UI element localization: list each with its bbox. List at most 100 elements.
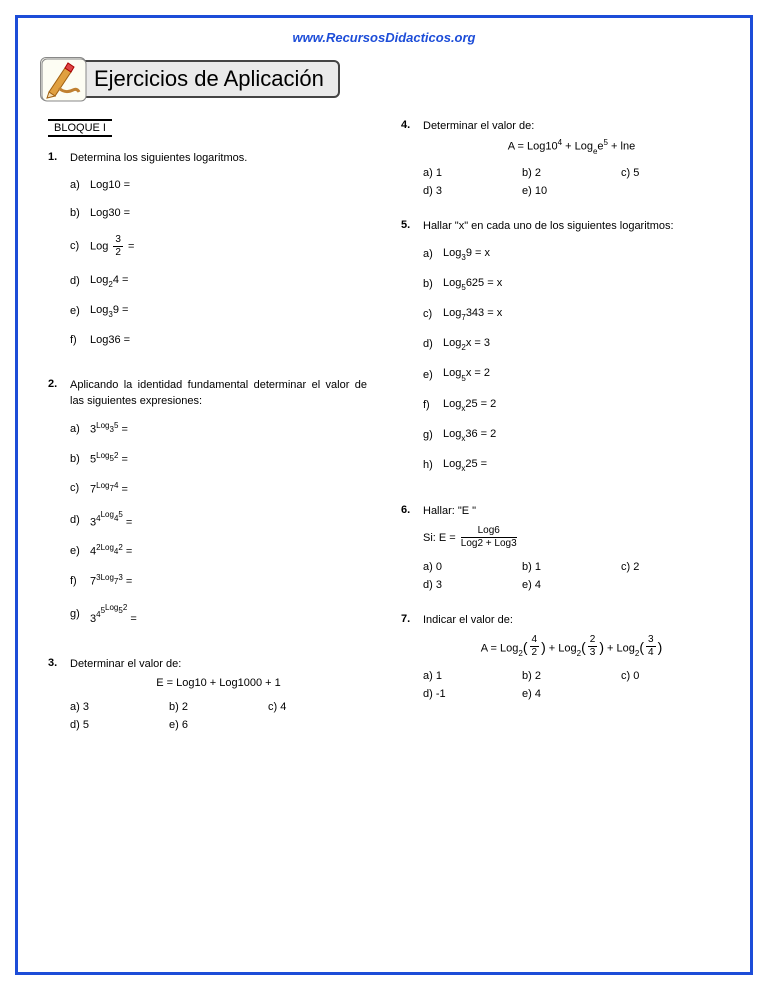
numer: Log6 (461, 526, 517, 538)
opt-expr: Logx36 = 2 (443, 428, 496, 442)
sub: 2 (461, 343, 465, 352)
opt-label: e) (70, 305, 90, 317)
t: 25 = (465, 458, 487, 470)
question-6: 6. Hallar: "E " Si: E = Log6Log2 + Log3 … (401, 504, 720, 597)
t: 36 = 2 (465, 428, 496, 440)
opt-label: f) (423, 399, 443, 411)
banner: Ejercicios de Aplicación (40, 57, 340, 101)
page: www.RecursosDidacticos.org Ejercicios de… (15, 15, 753, 975)
ans: e) 4 (522, 579, 621, 591)
opt-label: d) (70, 275, 90, 287)
t: = (118, 424, 127, 436)
denom: 2 (113, 247, 123, 258)
q-text: Determinar el valor de: (70, 657, 367, 673)
opt-label: g) (70, 608, 90, 620)
opt-expr: 5Log52 = (90, 452, 128, 466)
opt-expr: Logx25 = (443, 458, 487, 472)
t: 9 = (113, 304, 129, 316)
opt-expr: 345Log52 = (90, 604, 137, 625)
question-2: 2. Aplicando la identidad fundamental de… (48, 378, 367, 640)
answer-row: a) 3 b) 2 c) 4 (70, 701, 367, 713)
ans: a) 3 (70, 701, 169, 713)
answer-row: a) 1 b) 2 c) 0 (423, 670, 720, 682)
opt-expr: Log30 = (90, 207, 130, 219)
q1-options: a)Log10 = b)Log30 = c) Log 32 = d) Log24… (70, 179, 367, 346)
ans: d) 3 (423, 579, 522, 591)
question-3: 3. Determinar el valor de: E = Log10 + L… (48, 657, 367, 737)
opt-expr: Logx25 = 2 (443, 398, 496, 412)
opt-expr: 34Log45 = (90, 511, 132, 528)
opt-label: c) (70, 482, 90, 494)
opt-label: a) (70, 179, 90, 191)
question-1: 1. Determina los siguientes logaritmos. … (48, 151, 367, 362)
q-text: Hallar "x" en cada uno de los siguientes… (423, 219, 720, 235)
t: 625 = x (466, 277, 502, 289)
ans: e) 10 (522, 185, 621, 197)
q6-expr: Si: E = Log6Log2 + Log3 (423, 526, 720, 549)
opt-expr: Log5625 = x (443, 277, 502, 291)
numer: 3 (113, 235, 123, 247)
question-4: 4. Determinar el valor de: A = Log104 + … (401, 119, 720, 203)
denom: Log2 + Log3 (461, 538, 517, 549)
txt: = (128, 240, 134, 252)
q-text: Indicar el valor de: (423, 613, 720, 629)
ans: d) 5 (70, 719, 169, 731)
sub: 7 (461, 313, 465, 322)
ans: b) 1 (522, 561, 621, 573)
site-url: www.RecursosDidacticos.org (48, 30, 720, 45)
sub: x (461, 464, 465, 473)
opt-label: a) (70, 423, 90, 435)
t: 25 = 2 (465, 398, 496, 410)
answer-row: a) 1 b) 2 c) 5 (423, 167, 720, 179)
opt-label: e) (70, 545, 90, 557)
q-text: Aplicando la identidad fundamental deter… (70, 378, 367, 410)
q-num: 2. (48, 378, 70, 640)
opt-expr: Log 32 = (90, 235, 134, 258)
q-num: 5. (401, 219, 423, 488)
opt-label: a) (423, 248, 443, 260)
answer-row: d) 5 e) 6 (70, 719, 367, 731)
sub: 3 (461, 253, 465, 262)
ans: b) 2 (522, 167, 621, 179)
opt-expr: Log5x = 2 (443, 367, 490, 381)
bloque-label: BLOQUE I (48, 119, 112, 137)
opt-label: g) (423, 429, 443, 441)
q-num: 4. (401, 119, 423, 203)
left-column: BLOQUE I 1. Determina los siguientes log… (48, 119, 367, 753)
q-text: Hallar: "E " (423, 504, 720, 520)
answer-row: d) -1 e) 4 (423, 688, 720, 700)
opt-expr: 7Log74 = (90, 482, 128, 496)
t: = (118, 483, 127, 495)
t: Log (90, 274, 108, 286)
ans: c) 4 (268, 701, 367, 713)
sub: x (461, 404, 465, 413)
txt: Log (90, 240, 108, 252)
ans: a) 0 (423, 561, 522, 573)
opt-expr: 3Log35 = (90, 422, 128, 436)
ans: d) 3 (423, 185, 522, 197)
opt-label: b) (70, 453, 90, 465)
t: 343 = x (466, 307, 502, 319)
sub: x (461, 434, 465, 443)
question-5: 5. Hallar "x" en cada uno de los siguien… (401, 219, 720, 488)
q3-expr: E = Log10 + Log1000 + 1 (70, 677, 367, 689)
answer-row: a) 0 b) 1 c) 2 (423, 561, 720, 573)
pencil-hand-icon (40, 57, 86, 101)
opt-expr: Log24 = (90, 274, 128, 288)
q-num: 6. (401, 504, 423, 597)
ans: b) 2 (169, 701, 268, 713)
opt-label: d) (423, 338, 443, 350)
opt-expr: 73Log73 = (90, 574, 132, 588)
opt-label: h) (423, 459, 443, 471)
opt-expr: 42Log42 = (90, 544, 132, 558)
ans: c) 2 (621, 561, 720, 573)
opt-expr: Log39 = (90, 304, 128, 318)
q2-options: a)3Log35 = b)5Log52 = c)7Log74 = d)34Log… (70, 422, 367, 625)
ans: e) 6 (169, 719, 268, 731)
q-num: 3. (48, 657, 70, 737)
answer-row: d) 3 e) 10 (423, 185, 720, 197)
opt-label: c) (423, 308, 443, 320)
q-num: 7. (401, 613, 423, 706)
columns: BLOQUE I 1. Determina los siguientes log… (48, 119, 720, 753)
t: 4 = (113, 274, 129, 286)
